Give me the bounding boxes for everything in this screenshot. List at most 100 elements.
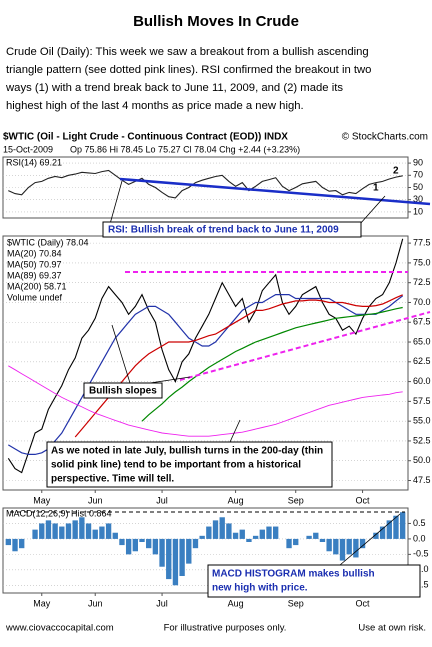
bar <box>206 526 212 539</box>
y-tick-label: 57.5 <box>413 396 431 406</box>
x-tick-label: May <box>33 495 51 505</box>
bar <box>85 523 92 539</box>
legend-entry: MA(200) 58.71 <box>7 281 67 291</box>
bar <box>139 538 145 542</box>
bar <box>166 538 172 580</box>
bar <box>232 532 239 539</box>
y-tick-label: 30 <box>413 194 423 204</box>
bar <box>19 538 25 549</box>
bar <box>146 538 152 549</box>
bar <box>313 532 319 539</box>
y-tick-label: 77.5 <box>413 237 431 247</box>
footer: Use at own risk. <box>358 623 426 634</box>
x-tick-label: Sep <box>288 495 304 505</box>
bar <box>79 517 85 539</box>
bar <box>226 523 232 539</box>
y-tick-label: 50 <box>413 182 423 192</box>
marks: 10 30 50 70 90 RSI(14) 69.21 47.5 50.0 52.5 55.0 5… <box>3 157 431 608</box>
bar <box>159 538 165 567</box>
bar <box>386 520 392 539</box>
bar <box>119 538 125 546</box>
panel-title: MACD(12,26,9) Hist 0.864 <box>6 508 112 518</box>
annotation-box <box>207 564 421 598</box>
series-line <box>8 169 403 199</box>
bar <box>132 538 138 552</box>
y-tick-label: 52.5 <box>413 435 431 445</box>
bar <box>393 515 399 539</box>
macd-frame <box>2 507 409 594</box>
x-tick-label: Oct <box>356 598 371 608</box>
bar <box>239 529 245 539</box>
annotation-box <box>83 382 163 399</box>
bar <box>219 517 225 539</box>
annotation: Bullish slopes <box>89 386 157 397</box>
y-tick-label: -0.5 <box>413 549 429 559</box>
annotation: 2 <box>393 166 399 177</box>
y-tick-label: 67.5 <box>413 317 431 327</box>
legend-entry: $WTIC (Daily) 78.04 <box>7 237 89 247</box>
bar <box>112 532 118 539</box>
bar <box>346 538 352 555</box>
bar <box>359 538 366 549</box>
bar <box>5 538 12 546</box>
legend-entry: MA(89) 69.37 <box>7 270 62 280</box>
support-line <box>179 311 431 381</box>
bar <box>65 523 72 539</box>
y-tick-label: 62.5 <box>413 356 431 366</box>
intro-line: highest high of the last 4 months as pri… <box>6 100 304 112</box>
annotation: solid pink line) tend to be important fr… <box>51 460 301 471</box>
annotation: MACD HISTOGRAM makes bullish <box>212 569 375 580</box>
bar <box>252 535 259 539</box>
panel-title: RSI(14) 69.21 <box>6 157 62 167</box>
x-tick-label: Jun <box>88 598 103 608</box>
annotation: new high with price. <box>212 583 308 594</box>
y-tick-label: 90 <box>413 157 423 167</box>
bar <box>125 538 132 555</box>
bar <box>72 520 78 539</box>
bar <box>32 529 38 539</box>
bar <box>266 526 272 539</box>
bar <box>259 529 265 539</box>
bar <box>99 526 105 539</box>
x-tick-label: Oct <box>356 495 371 505</box>
series-line <box>7 238 404 474</box>
chart-header: $WTIC (Oil - Light Crude - Continuous Co… <box>3 132 288 143</box>
bar <box>306 535 312 539</box>
y-tick-label: 60.0 <box>413 376 431 386</box>
pointer <box>339 513 401 566</box>
pointer <box>229 419 241 443</box>
footer: For illustrative purposes only. <box>164 623 287 634</box>
annotation: perspective. Time will tell. <box>51 474 174 485</box>
intro-line: Crude Oil (Daily): This week we saw a br… <box>6 46 369 58</box>
bar <box>172 538 179 586</box>
pointer <box>109 180 123 225</box>
y-tick-label: 70.0 <box>413 297 431 307</box>
x-tick-label: May <box>33 598 51 608</box>
bar <box>199 535 205 539</box>
series-line <box>74 294 403 438</box>
title: Bullish Moves In Crude <box>133 13 299 30</box>
bar <box>319 538 326 542</box>
series-line <box>7 294 404 455</box>
bar <box>152 538 159 555</box>
bar <box>353 538 359 558</box>
bar <box>52 523 58 539</box>
y-tick-label: 72.5 <box>413 277 431 287</box>
y-tick-label: 47.5 <box>413 475 431 485</box>
footer: www.ciovaccocapital.com <box>5 623 114 634</box>
rsi-trendline <box>119 177 431 206</box>
x-tick-label: Aug <box>228 598 244 608</box>
bar <box>59 526 65 539</box>
bar <box>192 538 199 549</box>
bar <box>105 523 112 539</box>
series-line <box>141 306 403 422</box>
x-tick-label: Jun <box>88 495 103 505</box>
bar <box>399 512 406 539</box>
y-tick-label: -1.5 <box>413 580 429 590</box>
annotation: As we noted in late July, bullish turns … <box>51 446 323 457</box>
annotation-box <box>102 221 362 238</box>
y-tick-label: 0.5 <box>413 518 426 528</box>
annotation: RSI: Bullish break of trend back to June… <box>108 225 339 236</box>
pointer <box>359 195 386 225</box>
quote: Op 75.86 Hi 78.45 Lo 75.27 Cl 78.04 Chg … <box>70 144 300 154</box>
